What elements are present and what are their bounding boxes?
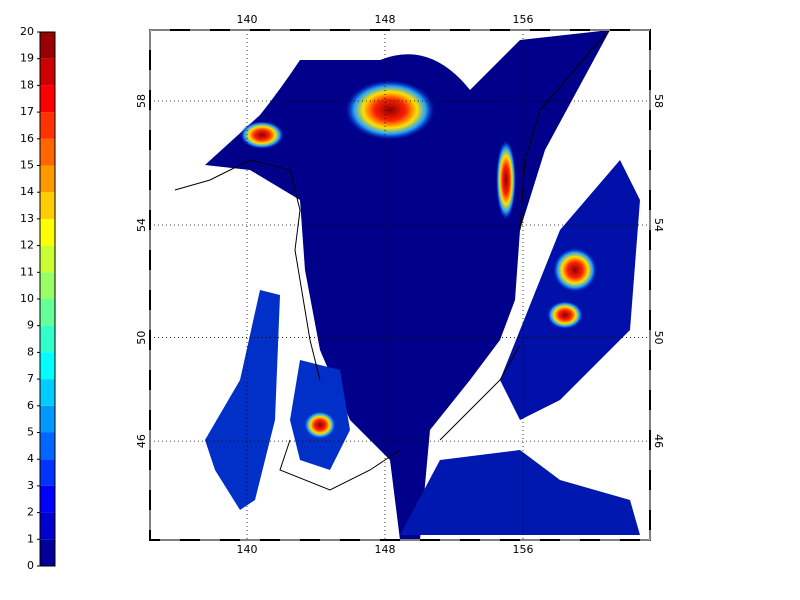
colorbar-label: 17 xyxy=(20,105,34,118)
lon-label: 140 xyxy=(237,13,258,26)
colorbar-segment xyxy=(40,245,55,273)
bloom xyxy=(496,140,516,220)
lon-label: 140 xyxy=(237,543,258,556)
lon-label: 156 xyxy=(513,543,534,556)
colorbar-segment xyxy=(40,58,55,86)
colorbar-label: 4 xyxy=(27,452,34,465)
map-area xyxy=(150,29,650,540)
colorbar-segment xyxy=(40,192,55,219)
colorbar-label: 13 xyxy=(20,212,34,225)
lon-label: 156 xyxy=(513,13,534,26)
bloom xyxy=(547,301,583,329)
colorbar-label: 16 xyxy=(20,132,34,145)
colorbar-label: 15 xyxy=(20,159,34,172)
lat-label: 54 xyxy=(652,218,665,232)
colorbar-label: 12 xyxy=(20,239,34,252)
colorbar-segment xyxy=(40,85,55,113)
colorbar-segment xyxy=(40,138,55,166)
map-frame-dash xyxy=(149,29,651,541)
lon-label: 148 xyxy=(375,543,396,556)
lon-label: 148 xyxy=(375,13,396,26)
colorbar-label: 8 xyxy=(27,345,34,358)
colorbar-segment xyxy=(40,459,55,486)
colorbar-segment xyxy=(40,379,55,406)
coastline xyxy=(174,29,611,491)
colorbar-label: 0 xyxy=(27,559,34,572)
bloom xyxy=(345,80,435,140)
lat-label: 50 xyxy=(652,331,665,345)
colorbar-segment xyxy=(40,352,55,380)
colorbar-label: 11 xyxy=(20,265,34,278)
bloom xyxy=(553,248,597,292)
colorbar-segment xyxy=(40,325,55,353)
colorbar-label: 20 xyxy=(20,25,34,38)
colorbar-segment xyxy=(40,218,55,246)
colorbar-label: 14 xyxy=(20,185,34,198)
colorbar-segment xyxy=(40,272,55,299)
colorbar-segment xyxy=(40,405,55,433)
lat-label: 58 xyxy=(135,94,148,108)
colorbar-label: 6 xyxy=(27,399,34,412)
colorbar-segment xyxy=(40,165,55,193)
colorbar-segment xyxy=(40,112,55,139)
lat-label: 50 xyxy=(135,331,148,345)
colorbar-label: 7 xyxy=(27,372,34,385)
colorbar-segment xyxy=(40,299,55,326)
colorbar-label: 3 xyxy=(27,479,34,492)
colorbar-label: 1 xyxy=(27,532,34,545)
south-area xyxy=(400,450,640,535)
japan-sea-area xyxy=(205,290,280,510)
lat-label: 46 xyxy=(135,434,148,448)
colorbar-segment xyxy=(40,32,55,59)
colorbar-label: 19 xyxy=(20,52,34,65)
colorbar-label: 9 xyxy=(27,319,34,332)
colorbar-label: 18 xyxy=(20,78,34,91)
bloom xyxy=(240,121,284,149)
lat-label: 54 xyxy=(135,218,148,232)
lat-label: 58 xyxy=(652,94,665,108)
colorbar-label: 5 xyxy=(27,426,34,439)
colorbar-label: 10 xyxy=(20,292,34,305)
lat-label: 46 xyxy=(652,434,665,448)
colorbar-segment xyxy=(40,512,55,540)
colorbar-segment xyxy=(40,539,55,566)
bloom xyxy=(304,411,336,439)
colorbar-frame xyxy=(39,31,56,567)
graticule: 140 140 148 148 156 156 46 46 50 50 54 54 58 58 xyxy=(135,13,665,556)
colorbar-label: 2 xyxy=(27,506,34,519)
colorbar-segment xyxy=(40,432,55,460)
colorbar-segment xyxy=(40,485,55,513)
